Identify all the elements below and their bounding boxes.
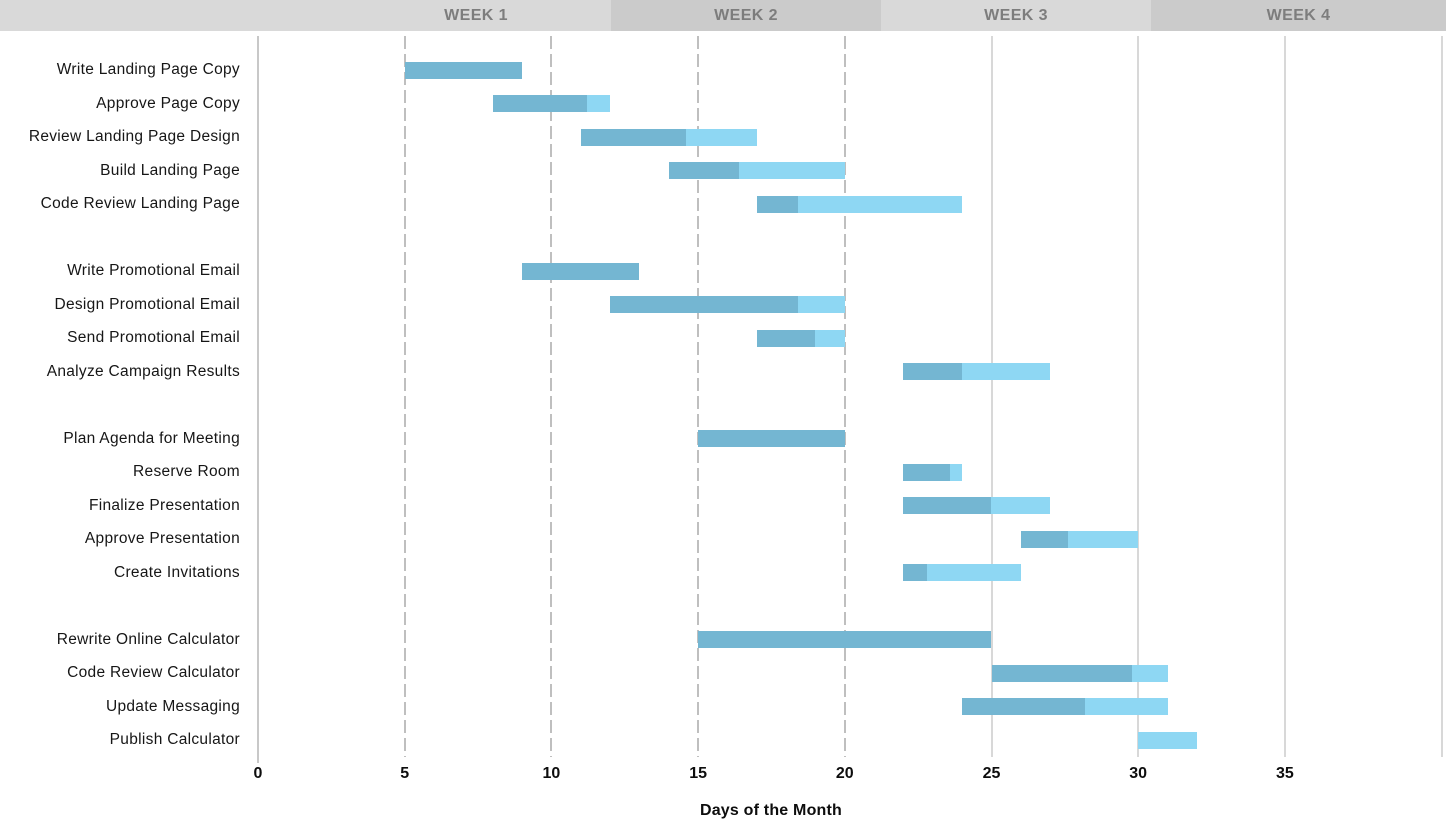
x-tick-5: 5 [400, 765, 410, 782]
task-label: Finalize Presentation [88, 496, 240, 514]
bar-completed-segment [903, 363, 963, 380]
gridline-day-10 [550, 36, 553, 757]
bar-completed-segment [991, 664, 1133, 682]
task-label: Write Promotional Email [67, 262, 240, 279]
task-label: Reserve Room [133, 463, 240, 480]
week-header-week1: WEEK 1 [341, 0, 611, 31]
bar-completed-segment [756, 329, 816, 347]
task-label: Code Review Landing Page [40, 195, 240, 212]
bar-remaining-segment [1132, 664, 1168, 682]
bar-completed-segment [668, 162, 740, 179]
task-label: Analyze Campaign Results [46, 362, 240, 380]
bar-completed-segment [1020, 530, 1068, 548]
gantt-bar [903, 497, 1051, 514]
week-header-row: WEEK 1 WEEK 2 WEEK 3 WEEK 4 [0, 0, 1446, 31]
bar-completed-segment [698, 631, 992, 648]
bar-completed-segment [522, 262, 640, 280]
bar-completed-segment [404, 61, 523, 79]
x-tick-35: 35 [1275, 765, 1294, 782]
x-axis-title: Days of the Month [699, 802, 843, 819]
week2-label: WEEK 2 [714, 6, 778, 24]
bar-remaining-segment [950, 463, 963, 481]
task-label: Code Review Calculator [67, 664, 240, 681]
bar-completed-segment [903, 564, 927, 581]
bar-remaining-segment [586, 95, 611, 112]
bar-remaining-segment [1138, 731, 1197, 749]
gantt-bar [668, 162, 845, 179]
gantt-bar [610, 296, 845, 313]
task-label: Approve Presentation [84, 530, 240, 547]
gantt-bar [492, 95, 611, 112]
week-header-gutter [0, 0, 341, 31]
bar-completed-segment [610, 296, 798, 313]
gridline-day-15 [697, 36, 700, 757]
bar-completed-segment [903, 463, 951, 481]
task-label: Publish Calculator [109, 731, 240, 748]
gantt-bar [580, 128, 757, 146]
bar-completed-segment [492, 95, 587, 112]
task-label: Build Landing Page [100, 161, 240, 179]
gantt-bar [962, 698, 1168, 715]
gridline-day-5 [403, 36, 406, 757]
week-header-week3: WEEK 3 [881, 0, 1151, 31]
gantt-bar [698, 430, 845, 447]
gantt-bar [522, 262, 640, 280]
bar-completed-segment [903, 497, 992, 514]
gridline-day-20 [843, 36, 846, 757]
gridline-day-30 [1137, 36, 1140, 757]
bar-remaining-segment [686, 128, 757, 146]
x-tick-0: 0 [253, 765, 263, 782]
gantt-bar [756, 329, 845, 347]
bar-remaining-segment [739, 162, 845, 179]
gantt-bar [1020, 530, 1139, 548]
task-label: Update Messaging [105, 697, 240, 715]
bar-remaining-segment [962, 363, 1051, 380]
week-header-week4: WEEK 4 [1151, 0, 1446, 31]
bar-remaining-segment [815, 329, 845, 347]
week1-label: WEEK 1 [444, 6, 508, 24]
x-tick-10: 10 [542, 765, 561, 782]
task-label: Design Promotional Email [54, 295, 240, 313]
x-tick-25: 25 [982, 765, 1001, 782]
week-header-week2: WEEK 2 [611, 0, 881, 31]
x-tick-30: 30 [1129, 765, 1148, 782]
gridline-day-25 [990, 36, 993, 757]
task-label: Create Invitations [113, 563, 240, 581]
bar-remaining-segment [797, 195, 963, 213]
task-label: Send Promotional Email [67, 329, 240, 346]
x-tick-20: 20 [835, 765, 854, 782]
week4-label: WEEK 4 [1266, 6, 1331, 24]
task-label: Write Landing Page Copy [56, 61, 240, 78]
gantt-bar [404, 61, 523, 79]
x-tick-15: 15 [689, 765, 707, 782]
gantt-bar [698, 631, 992, 648]
bar-remaining-segment [926, 564, 1021, 581]
bar-remaining-segment [1067, 530, 1139, 548]
plot-area: Write Landing Page Copy Approve Page Copy… [0, 31, 1446, 836]
gridline-day-0 [257, 36, 259, 763]
gantt-bar [903, 564, 1021, 581]
bar-completed-segment [580, 128, 687, 146]
task-label: Rewrite Online Calculator [56, 630, 240, 648]
bar-completed-segment [962, 698, 1086, 715]
gantt-bar [756, 195, 963, 213]
task-label: Plan Agenda for Meeting [63, 429, 240, 447]
bar-remaining-segment [991, 497, 1051, 514]
gridline-day-35 [1283, 36, 1286, 757]
bar-completed-segment [756, 195, 798, 213]
bar-remaining-segment [1085, 698, 1168, 715]
bar-remaining-segment [797, 296, 845, 313]
bar-completed-segment [698, 430, 845, 447]
gantt-bar [1138, 731, 1197, 749]
task-label: Review Landing Page Design [28, 128, 240, 145]
gantt-bar [903, 363, 1051, 380]
week3-label: WEEK 3 [984, 6, 1048, 24]
plot-right-border [1441, 36, 1443, 757]
gantt-bar [903, 463, 963, 481]
task-label: Approve Page Copy [96, 94, 240, 112]
gantt-bar [991, 664, 1168, 682]
